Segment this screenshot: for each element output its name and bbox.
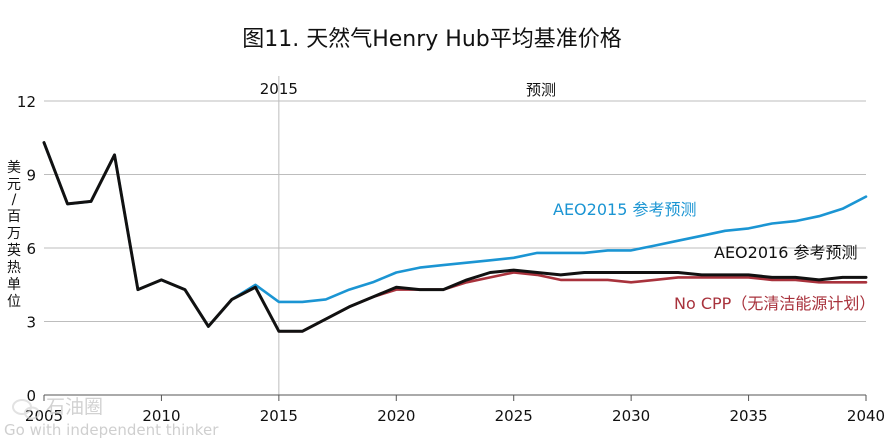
x-tick-label-2005: 2005 [25, 407, 63, 425]
y-tick-label-0: 0 [26, 387, 36, 405]
y-tick-label-3: 3 [26, 314, 36, 332]
series-label-aeo2015: AEO2015 参考预测 [553, 200, 696, 219]
x-tick-label-2020: 2020 [377, 407, 415, 425]
axes: 0 3 6 9 12 2005 2010 2015 2020 2025 2030 2035 2040 [17, 93, 885, 425]
x-tick-label-2030: 2030 [612, 407, 650, 425]
x-tick-label-2035: 2035 [729, 407, 767, 425]
x-tick-label-2025: 2025 [495, 407, 533, 425]
y-tick-label-9: 9 [26, 167, 36, 185]
divider-label: 2015 [260, 80, 298, 98]
watermark-tagline: Go with independent thinker [4, 421, 219, 439]
y-tick-label-12: 12 [17, 93, 36, 111]
x-tick-label-2010: 2010 [142, 407, 180, 425]
watermark: 石油圈 Go with independent thinker [4, 396, 219, 439]
x-tick-label-2040: 2040 [847, 407, 885, 425]
watermark-brand: 石油圈 [46, 396, 103, 418]
forecast-region-label: 预测 [526, 81, 556, 99]
y-tick-label-6: 6 [26, 240, 36, 258]
y-axis-label: 美元/百万英热单位 [7, 160, 21, 310]
series-label-no-cpp: No CPP（无清洁能源计划） [674, 294, 875, 313]
chart-title: 图11. 天然气Henry Hub平均基准价格 [242, 27, 622, 52]
grid [44, 76, 866, 395]
x-tick-label-2015: 2015 [260, 407, 298, 425]
series-lines [42, 141, 868, 333]
wechat-icon [12, 399, 40, 420]
series-line-aeo2016 [42, 141, 868, 333]
series-label-aeo2016: AEO2016 参考预测 [714, 243, 857, 262]
